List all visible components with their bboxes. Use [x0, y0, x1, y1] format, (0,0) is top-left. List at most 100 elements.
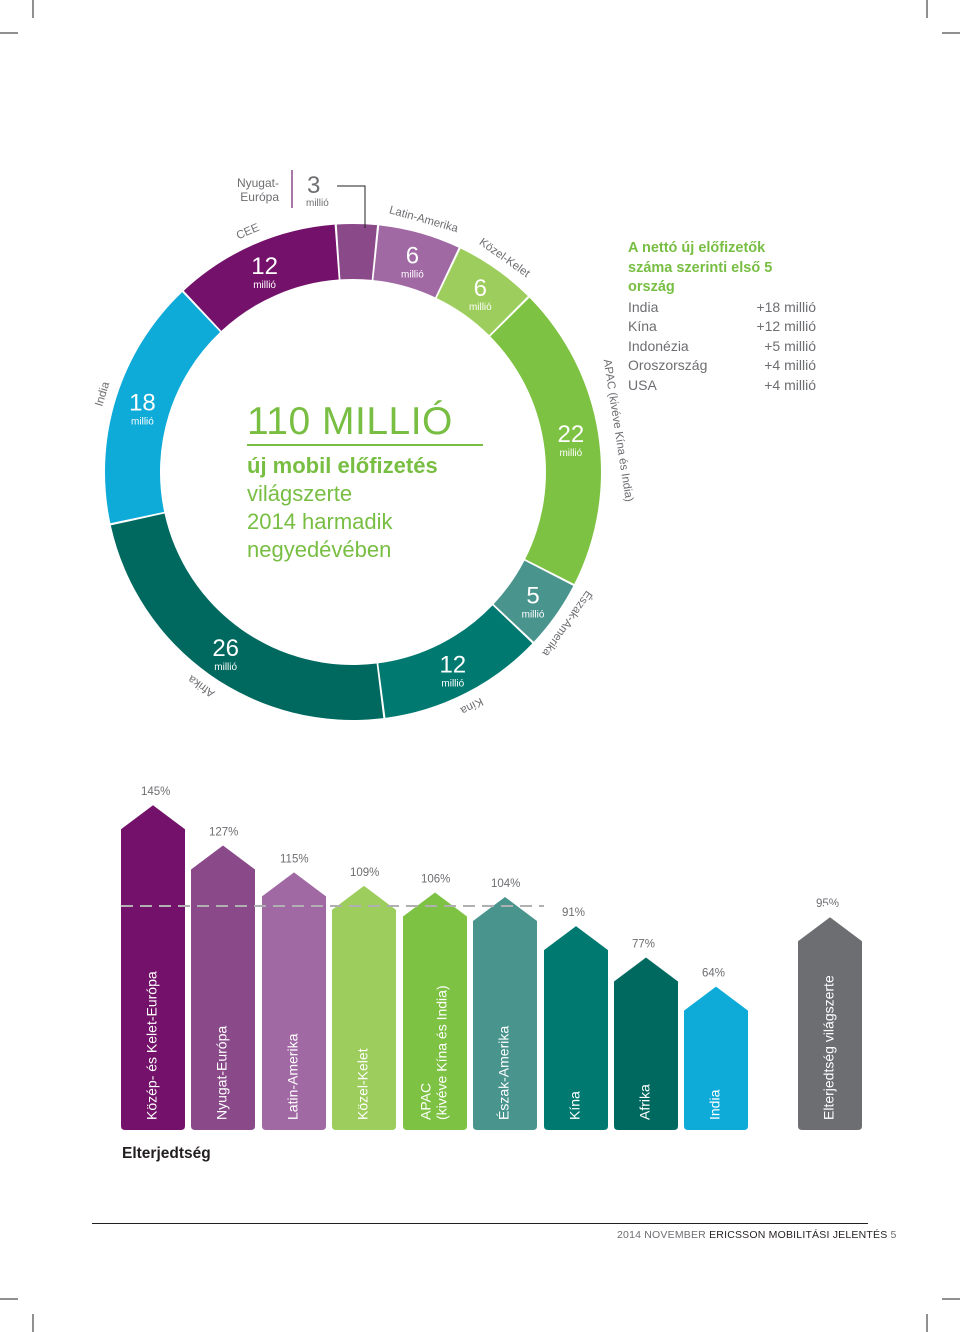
slice-unit: millió — [214, 662, 237, 673]
top-countries-list: A nettó új előfizetők száma szerinti els… — [628, 239, 816, 395]
bar-k-na — [544, 926, 608, 1130]
center-subtitle-line: világszerte — [247, 481, 353, 506]
slice-unit: millió — [401, 270, 424, 281]
slice-value: 22 — [557, 421, 584, 448]
donut-slice-szak-amerika — [493, 560, 574, 642]
bar-category-label: Észak-Amerika — [496, 1026, 512, 1120]
callout-region-line: Nyugat- — [237, 176, 279, 190]
top-countries-title-1: A nettó új előfizetők — [628, 240, 766, 256]
slice-value: 12 — [439, 652, 466, 679]
bar-category-label: India — [707, 1089, 723, 1120]
title-underline — [247, 444, 483, 446]
callout-leader-line — [337, 185, 366, 228]
bar-szak-amerika — [473, 897, 537, 1130]
callout-value: 3 — [307, 172, 320, 199]
bar-category-label: Latin-Amerika — [285, 1033, 301, 1120]
bar-value-label: 145% — [141, 786, 170, 798]
top-country-row: Indonézia +5 millió — [628, 337, 816, 357]
center-subtitle-line: 2014 harmadik — [247, 509, 393, 534]
bar-chart: 145% Közép- és Kelet-Európa 127% Nyugat-Eur… — [121, 786, 862, 1130]
country-value: +4 millió — [764, 357, 816, 373]
footer-date: 2014 NOVEMBER — [617, 1229, 706, 1241]
bar-category-label: Nyugat-Európa — [214, 1026, 230, 1120]
bar-value-label: 127% — [209, 827, 238, 839]
top-country-row: Kína +12 millió — [628, 317, 816, 337]
region-name-cee: CEE — [235, 222, 262, 243]
slice-value: 26 — [212, 635, 239, 662]
total-title: 110 MILLIÓ — [247, 400, 453, 443]
bar-category-label: Közép- és Kelet-Európa — [144, 971, 160, 1120]
slice-value: 6 — [406, 243, 419, 270]
slice-unit: millió — [522, 609, 545, 620]
donut-slice-afrika — [110, 513, 384, 721]
callout-region-line: Európa — [240, 190, 279, 204]
footer: 2014 NOVEMBER ERICSSON MOBILITÁSI JELENT… — [617, 1229, 897, 1241]
slice-unit: millió — [469, 302, 492, 313]
bar-value-label: 115% — [280, 853, 309, 865]
donut-slice-apac-kiv-ve-k-na-s-india — [490, 297, 601, 584]
donut-slice-k-zel-kelet — [436, 248, 528, 336]
slice-unit: millió — [559, 448, 582, 459]
bar-india — [684, 986, 748, 1130]
donut-slice-latin-amerika — [373, 225, 459, 298]
donut-slice-india — [105, 292, 221, 524]
bar-value-label: 91% — [562, 907, 585, 919]
country-name: India — [628, 298, 659, 315]
bar-value-label: 109% — [350, 867, 379, 879]
bar-category-label: Kína — [567, 1091, 583, 1120]
donut-chart — [105, 224, 601, 721]
bar-latin-amerika — [262, 872, 326, 1130]
bar-category-label: Afrika — [637, 1084, 653, 1120]
top-countries-title-2: száma szerinti első 5 ország — [628, 259, 773, 296]
bar-afrika — [614, 957, 678, 1130]
donut-center-text: 110 MILLIÓ új mobil előfizetés világszer… — [247, 400, 487, 564]
bar-chart-title: Elterjedtség — [122, 1145, 211, 1162]
slice-value: 12 — [251, 253, 278, 280]
slice-unit: millió — [441, 679, 464, 690]
top-country-row: Oroszország +4 millió — [628, 356, 816, 376]
donut-slice-cee — [183, 224, 339, 331]
footer-divider — [92, 1223, 868, 1224]
callout-unit: millió — [306, 198, 329, 209]
center-subtitle-bold: új mobil előfizetés — [247, 453, 438, 478]
center-subtitle-line: negyedévében — [247, 537, 392, 562]
country-value: +4 millió — [764, 376, 816, 393]
bar-k-zel-kelet — [332, 885, 396, 1130]
bar-value-label: 95% — [816, 898, 839, 910]
slice-value: 6 — [474, 275, 487, 302]
bar-k-z-p-s-kelet-eur-pa — [121, 805, 185, 1130]
donut-slice-nyugat-eur-pa — [336, 224, 378, 280]
footer-report: ERICSSON MOBILITÁSI JELENTÉS — [709, 1229, 888, 1241]
bar-value-label: 106% — [421, 874, 450, 886]
country-name: USA — [628, 376, 657, 393]
slice-unit: millió — [253, 280, 276, 291]
slice-value: 5 — [526, 582, 539, 609]
region-name-india: India — [93, 380, 112, 408]
country-value: +12 millió — [756, 318, 816, 334]
top-country-row: USA +4 millió — [628, 376, 816, 396]
bar-category-label: Közel-Kelet — [355, 1048, 371, 1120]
bar-apac-kiv-ve-k-na-s-india — [403, 892, 467, 1130]
region-name-k-na: Kína — [458, 695, 485, 717]
country-name: Indonézia — [628, 337, 689, 354]
country-name: Kína — [628, 318, 657, 334]
bar-category-label: (kivéve Kína és India) — [434, 985, 450, 1120]
bar-value-label: 77% — [632, 939, 655, 951]
page-number: 5 — [890, 1229, 897, 1241]
bar-category-label: Elterjedtség világszerte — [821, 975, 837, 1120]
country-value: +18 millió — [756, 298, 816, 315]
bar-category-label: APAC — [418, 1083, 434, 1120]
bar-elterjedts-g-vil-gszerte — [798, 917, 862, 1130]
bar-value-label: 64% — [702, 968, 725, 980]
bar-nyugat-eur-pa — [191, 845, 255, 1130]
country-name: Oroszország — [628, 357, 708, 373]
